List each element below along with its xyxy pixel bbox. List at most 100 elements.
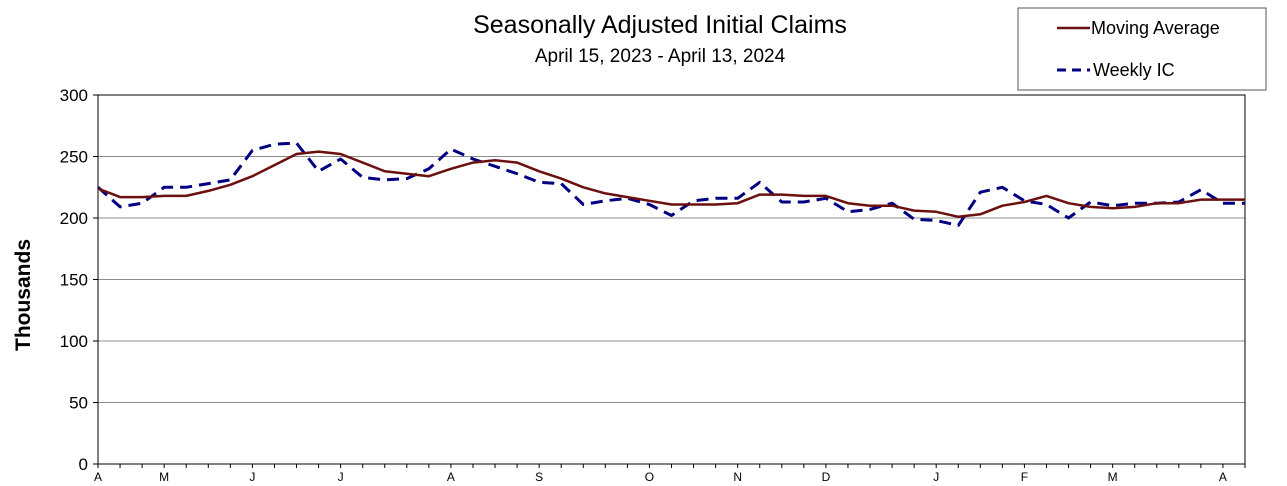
legend-label-moving-average: Moving Average — [1091, 18, 1220, 38]
data-point — [141, 202, 143, 204]
data-point — [1068, 217, 1070, 219]
data-point — [1024, 201, 1026, 203]
data-point — [759, 194, 761, 196]
series-line-weekly-ic — [97, 141, 1245, 227]
data-point — [980, 214, 982, 216]
data-point — [1046, 204, 1048, 206]
data-point — [340, 153, 342, 155]
data-point — [825, 195, 827, 197]
x-tick-label: A — [1219, 470, 1227, 484]
data-point — [362, 162, 364, 164]
data-point — [494, 166, 496, 168]
chart-subtitle: April 15, 2023 - April 13, 2024 — [535, 46, 786, 67]
x-tick-label: J — [338, 470, 344, 484]
data-point — [1244, 199, 1246, 201]
data-point — [1046, 195, 1048, 197]
data-point — [362, 177, 364, 179]
y-tick-label: 50 — [69, 394, 88, 413]
data-point — [869, 209, 871, 211]
data-point — [693, 200, 695, 202]
data-point — [1178, 202, 1180, 204]
data-point — [428, 175, 430, 177]
data-point — [582, 186, 584, 188]
data-point — [913, 218, 915, 220]
data-point — [119, 196, 121, 198]
x-tick-label: J — [249, 470, 255, 484]
data-point — [935, 220, 937, 222]
data-point — [671, 215, 673, 217]
data-point — [296, 142, 298, 144]
data-point — [450, 148, 452, 150]
data-point — [450, 168, 452, 170]
data-point — [185, 195, 187, 197]
data-point — [538, 182, 540, 184]
y-tick-label: 200 — [60, 209, 88, 228]
x-tick-label: S — [535, 470, 543, 484]
series-line-moving-average — [97, 150, 1245, 219]
x-tick-label: F — [1021, 470, 1028, 484]
data-point — [935, 211, 937, 213]
data-point — [1156, 202, 1158, 204]
data-point — [207, 183, 209, 185]
data-point — [803, 201, 805, 203]
data-point — [891, 202, 893, 204]
data-point — [516, 162, 518, 164]
data-point — [759, 182, 761, 184]
data-point — [318, 170, 320, 172]
data-point — [737, 202, 739, 204]
data-point — [847, 202, 849, 204]
plot-area — [97, 94, 1246, 465]
data-point — [274, 164, 276, 166]
data-point — [1002, 205, 1004, 207]
x-tick-label: D — [822, 470, 831, 484]
data-point — [318, 151, 320, 153]
data-point — [185, 186, 187, 188]
x-tick-label: J — [933, 470, 939, 484]
data-point — [252, 175, 254, 177]
legend-box — [1017, 7, 1267, 91]
data-point — [913, 210, 915, 212]
data-point — [869, 205, 871, 207]
data-point — [1222, 199, 1224, 201]
data-point — [163, 195, 165, 197]
gridlines — [98, 156, 1245, 403]
legend: Moving Average Weekly IC — [1017, 7, 1267, 91]
data-point — [274, 143, 276, 145]
data-point — [1002, 186, 1004, 188]
y-tick-label: 100 — [60, 332, 88, 351]
data-point — [649, 200, 651, 202]
data-point — [1112, 207, 1114, 209]
data-point — [1134, 206, 1136, 208]
data-point — [1222, 202, 1224, 204]
data-point — [847, 211, 849, 213]
data-point — [406, 173, 408, 175]
data-point — [605, 193, 607, 195]
chart-title: Seasonally Adjusted Initial Claims — [473, 11, 847, 39]
data-point — [1112, 205, 1114, 207]
x-tick-label: O — [645, 470, 654, 484]
y-tick-label: 250 — [60, 148, 88, 167]
x-tick-label: M — [159, 470, 169, 484]
data-point — [252, 150, 254, 152]
data-point — [803, 195, 805, 197]
y-axis-ticks: 0 50 100 150 200 250 300 — [60, 86, 98, 474]
y-tick-label: 300 — [60, 86, 88, 105]
data-point — [582, 204, 584, 206]
data-point — [141, 196, 143, 198]
series-lines — [97, 141, 1246, 227]
data-point — [296, 153, 298, 155]
data-point — [957, 216, 959, 218]
x-tick-label: A — [94, 470, 102, 484]
data-point — [119, 206, 121, 208]
data-point — [693, 204, 695, 206]
data-point — [560, 178, 562, 180]
data-point — [825, 198, 827, 200]
data-point — [891, 205, 893, 207]
legend-label-weekly-ic: Weekly IC — [1093, 60, 1175, 80]
y-axis-label: Thousands — [12, 239, 35, 351]
data-point — [1090, 201, 1092, 203]
data-point — [494, 159, 496, 161]
data-point — [1134, 202, 1136, 204]
data-point — [384, 179, 386, 181]
